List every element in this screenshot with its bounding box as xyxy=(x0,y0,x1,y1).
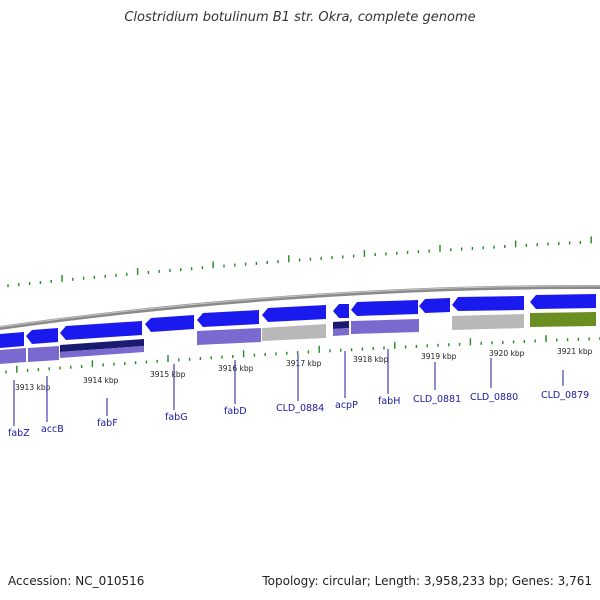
kbp-label: 3916 kbp xyxy=(218,364,254,373)
gene-label-CLD_0884[interactable]: CLD_0884 xyxy=(276,403,324,414)
cds-arrow-fabG[interactable] xyxy=(145,315,194,332)
map-title: Clostridium botulinum B1 str. Okra, comp… xyxy=(124,10,476,25)
cds-track xyxy=(0,294,596,348)
gc-content-track xyxy=(7,236,592,288)
product-CLD_0884[interactable] xyxy=(262,324,326,341)
gene-labels: fabZ accB fabF fabG fabD CLD_0884 acpP f… xyxy=(8,390,589,439)
lower-tick-track xyxy=(5,335,600,374)
kbp-label: 3921 kbp xyxy=(557,347,593,356)
cds-arrow-CLD_0880[interactable] xyxy=(452,296,524,311)
gene-label-CLD_0879[interactable]: CLD_0879 xyxy=(541,390,589,401)
gene-label-CLD_0881[interactable]: CLD_0881 xyxy=(413,394,461,405)
product-fabF[interactable] xyxy=(60,339,144,352)
gene-label-fabH[interactable]: fabH xyxy=(378,396,400,407)
gene-label-fabF[interactable]: fabF xyxy=(97,418,118,429)
kbp-label: 3920 kbp xyxy=(489,349,525,358)
kbp-label: 3918 kbp xyxy=(353,355,389,364)
genome-backbone-highlight xyxy=(0,285,600,328)
gene-label-acpP[interactable]: acpP xyxy=(335,400,358,411)
product-fabH[interactable] xyxy=(351,319,419,334)
genome-backbone xyxy=(0,284,600,330)
gene-label-fabZ[interactable]: fabZ xyxy=(8,428,30,439)
gene-leader-lines xyxy=(13,349,564,426)
product-track xyxy=(0,312,596,364)
gene-label-accB[interactable]: accB xyxy=(41,424,64,435)
kbp-label: 3914 kbp xyxy=(83,376,119,385)
cds-arrow-fabZ[interactable] xyxy=(0,332,24,348)
product-CLD_0880[interactable] xyxy=(452,314,524,330)
cds-arrow-CLD_0879[interactable] xyxy=(530,294,596,309)
product-CLD_0879[interactable] xyxy=(530,312,596,327)
gene-label-CLD_0880[interactable]: CLD_0880 xyxy=(470,392,518,403)
product-acpP[interactable] xyxy=(333,321,349,329)
kbp-label: 3913 kbp xyxy=(15,383,51,392)
cds-arrow-fabH[interactable] xyxy=(351,300,418,316)
product-fabF-lower[interactable] xyxy=(60,346,144,358)
kbp-label: 3919 kbp xyxy=(421,352,457,361)
kbp-label: 3917 kbp xyxy=(286,359,322,368)
kbp-scale: 3913 kbp 3914 kbp 3915 kbp 3916 kbp 3917… xyxy=(15,347,593,392)
genome-summary: Topology: circular; Length: 3,958,233 bp… xyxy=(262,574,592,588)
cds-arrow-CLD_0881[interactable] xyxy=(419,298,450,313)
cds-arrow-fabF[interactable] xyxy=(60,321,142,340)
cds-arrow-accB[interactable] xyxy=(26,328,58,344)
product-fabD[interactable] xyxy=(197,328,261,345)
kbp-label: 3915 kbp xyxy=(150,370,186,379)
product-acpP-lower[interactable] xyxy=(333,328,349,336)
product-accB[interactable] xyxy=(28,346,59,362)
cds-arrow-CLD_0884[interactable] xyxy=(262,305,326,322)
product-fabZ[interactable] xyxy=(0,348,26,364)
cds-arrow-fabD[interactable] xyxy=(197,310,259,327)
accession-label: Accession: NC_010516 xyxy=(8,574,145,588)
gene-label-fabG[interactable]: fabG xyxy=(165,412,188,423)
gene-label-fabD[interactable]: fabD xyxy=(224,406,247,417)
cds-arrow-acpP[interactable] xyxy=(333,304,349,318)
